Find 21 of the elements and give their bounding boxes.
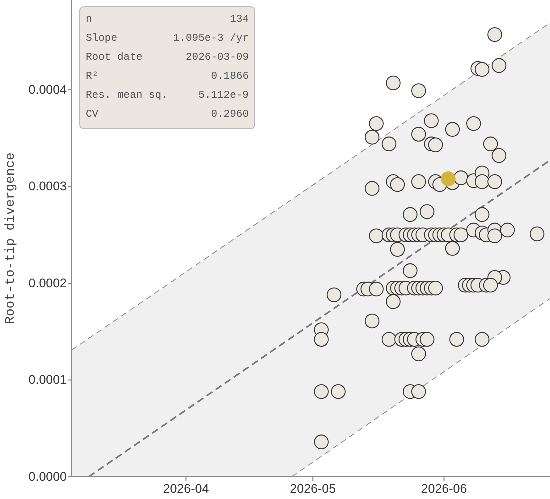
annotation: n xyxy=(86,14,92,26)
x-tick-label: 2026-05 xyxy=(290,482,336,496)
annotation: 2026-03-09 xyxy=(186,52,249,64)
annotation: 0.1866 xyxy=(211,71,249,83)
annotation: 0.2960 xyxy=(211,109,249,121)
annotation: 5.112e-9 xyxy=(198,90,249,102)
y-tick-label: 0.0001 xyxy=(28,373,68,388)
x-tick-label: 2026-06 xyxy=(421,482,468,496)
y-tick-label: 0.0000 xyxy=(28,470,68,484)
annotation: CV xyxy=(86,109,100,121)
y-axis-title: Root-to-tip divergence xyxy=(3,152,18,324)
annotation: R² xyxy=(86,71,99,83)
annotation: 134 xyxy=(230,14,249,26)
annotation: 1.095e-3 /yr xyxy=(173,33,249,45)
annotation: Root date xyxy=(86,52,143,64)
annotation: Slope xyxy=(86,33,118,45)
y-tick-label: 0.0003 xyxy=(28,180,68,194)
annotation: Res. mean sq. xyxy=(86,90,168,102)
y-tick-label: 0.0002 xyxy=(28,276,68,290)
y-tick-label: 0.0004 xyxy=(28,82,68,97)
x-tick-label: 2026-04 xyxy=(163,482,210,496)
